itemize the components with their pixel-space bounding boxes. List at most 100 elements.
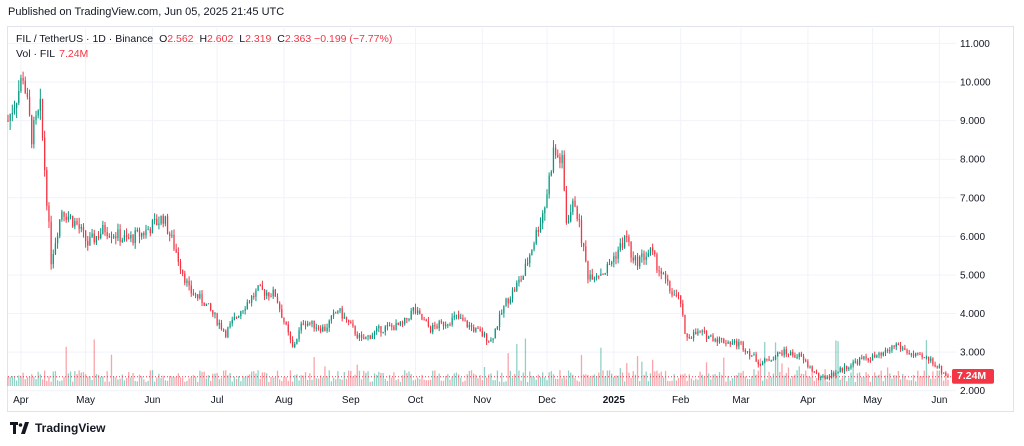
- candle-body: [667, 279, 669, 282]
- volume-bar: [697, 379, 699, 386]
- volume-bar: [466, 374, 468, 386]
- volume-bar: [554, 378, 557, 386]
- volume-bar: [753, 369, 755, 386]
- candle-body: [453, 315, 455, 318]
- candle-body: [751, 355, 753, 357]
- candle-body: [294, 344, 296, 347]
- volume-bar: [319, 375, 322, 386]
- candle-body: [820, 376, 822, 378]
- candle-body: [212, 310, 214, 315]
- candle-body: [46, 170, 48, 206]
- candle-body: [787, 354, 790, 356]
- volume-bar: [507, 353, 509, 386]
- candle-body: [774, 356, 777, 360]
- volume-bar: [307, 379, 309, 386]
- volume-bar: [656, 370, 658, 386]
- candle-body: [664, 273, 667, 280]
- y-axis: 11.000 10.000 9.000 8.000 7.000 6.000 5.000 4.0…: [960, 39, 991, 397]
- volume-bar: [671, 380, 673, 386]
- candle-body: [598, 275, 600, 277]
- volume-bar: [164, 380, 167, 386]
- volume-bar: [699, 371, 701, 386]
- volume-bar: [861, 377, 863, 386]
- volume-bar: [447, 374, 449, 386]
- volume-bar: [210, 380, 212, 386]
- candle-body: [943, 372, 945, 374]
- volume-bar: [858, 372, 861, 386]
- volume-bar: [854, 381, 856, 386]
- volume-bar: [382, 372, 384, 386]
- volume-bar: [67, 373, 70, 386]
- candle-body: [18, 91, 20, 104]
- volume-bar: [358, 370, 361, 386]
- volume-label[interactable]: Vol · FIL: [16, 48, 56, 60]
- candle-body: [244, 308, 246, 311]
- x-tick-label: Jun: [931, 395, 947, 406]
- candle-body: [427, 321, 430, 327]
- candle-body: [268, 292, 270, 297]
- volume-bar: [119, 378, 121, 386]
- volume-bar: [533, 377, 535, 386]
- volume-bar: [736, 375, 738, 386]
- candle-body: [279, 303, 281, 310]
- candle-body: [606, 264, 609, 274]
- volume-bar: [41, 379, 44, 386]
- candle-body: [177, 252, 179, 262]
- candle-body: [332, 312, 335, 316]
- volume-bar: [906, 379, 908, 386]
- candle-body: [861, 357, 863, 359]
- candle-body: [863, 356, 865, 359]
- candle-body: [31, 115, 33, 145]
- volume-bar: [205, 378, 207, 386]
- candle-body: [354, 326, 356, 335]
- volume-bar: [166, 380, 169, 386]
- volume-bar: [503, 381, 505, 386]
- volume-bar: [498, 381, 501, 386]
- candle-body: [927, 356, 930, 361]
- candle-body: [496, 326, 499, 329]
- volume-bar: [740, 372, 742, 386]
- volume-bar: [227, 375, 229, 386]
- volume-bar: [132, 372, 134, 386]
- candle-body: [789, 352, 792, 356]
- candle-body: [291, 339, 294, 347]
- volume-bar: [26, 377, 29, 386]
- volume-bar: [746, 378, 749, 386]
- volume-bar: [552, 374, 555, 386]
- candle-body: [938, 365, 941, 368]
- volume-bar: [300, 375, 302, 386]
- volume-bar: [87, 376, 89, 386]
- volume-bar: [44, 370, 46, 386]
- candle-body: [507, 298, 509, 304]
- volume-bar: [781, 363, 783, 386]
- volume-bar: [74, 371, 76, 386]
- candle-body: [352, 323, 354, 327]
- x-tick-label: Feb: [672, 395, 690, 406]
- candle-body: [190, 285, 192, 294]
- candle-body: [708, 336, 710, 339]
- candle-body: [641, 253, 643, 257]
- volume-bar: [449, 379, 451, 386]
- volume-bar: [641, 361, 643, 386]
- candle-body: [15, 103, 18, 108]
- volume-bar: [281, 381, 283, 386]
- volume-bar: [95, 374, 98, 386]
- candle-body: [250, 296, 253, 303]
- candle-body: [613, 256, 615, 262]
- volume-bar: [352, 376, 354, 386]
- symbol-label[interactable]: FIL / TetherUS · 1D · Binance: [16, 33, 154, 45]
- candle-body: [839, 367, 841, 373]
- chart-frame[interactable]: [7, 26, 1014, 412]
- volume-bar: [779, 371, 781, 386]
- candle-body: [216, 313, 218, 325]
- candle-body: [115, 236, 117, 239]
- candle-body: [393, 326, 395, 331]
- candle-body: [830, 372, 833, 378]
- footer-brand[interactable]: TradingView: [10, 421, 105, 435]
- volume-bar: [725, 381, 727, 386]
- candle-body: [9, 114, 11, 121]
- candle-body: [401, 321, 404, 324]
- volume-bar: [826, 381, 828, 386]
- volume-bar: [815, 377, 818, 386]
